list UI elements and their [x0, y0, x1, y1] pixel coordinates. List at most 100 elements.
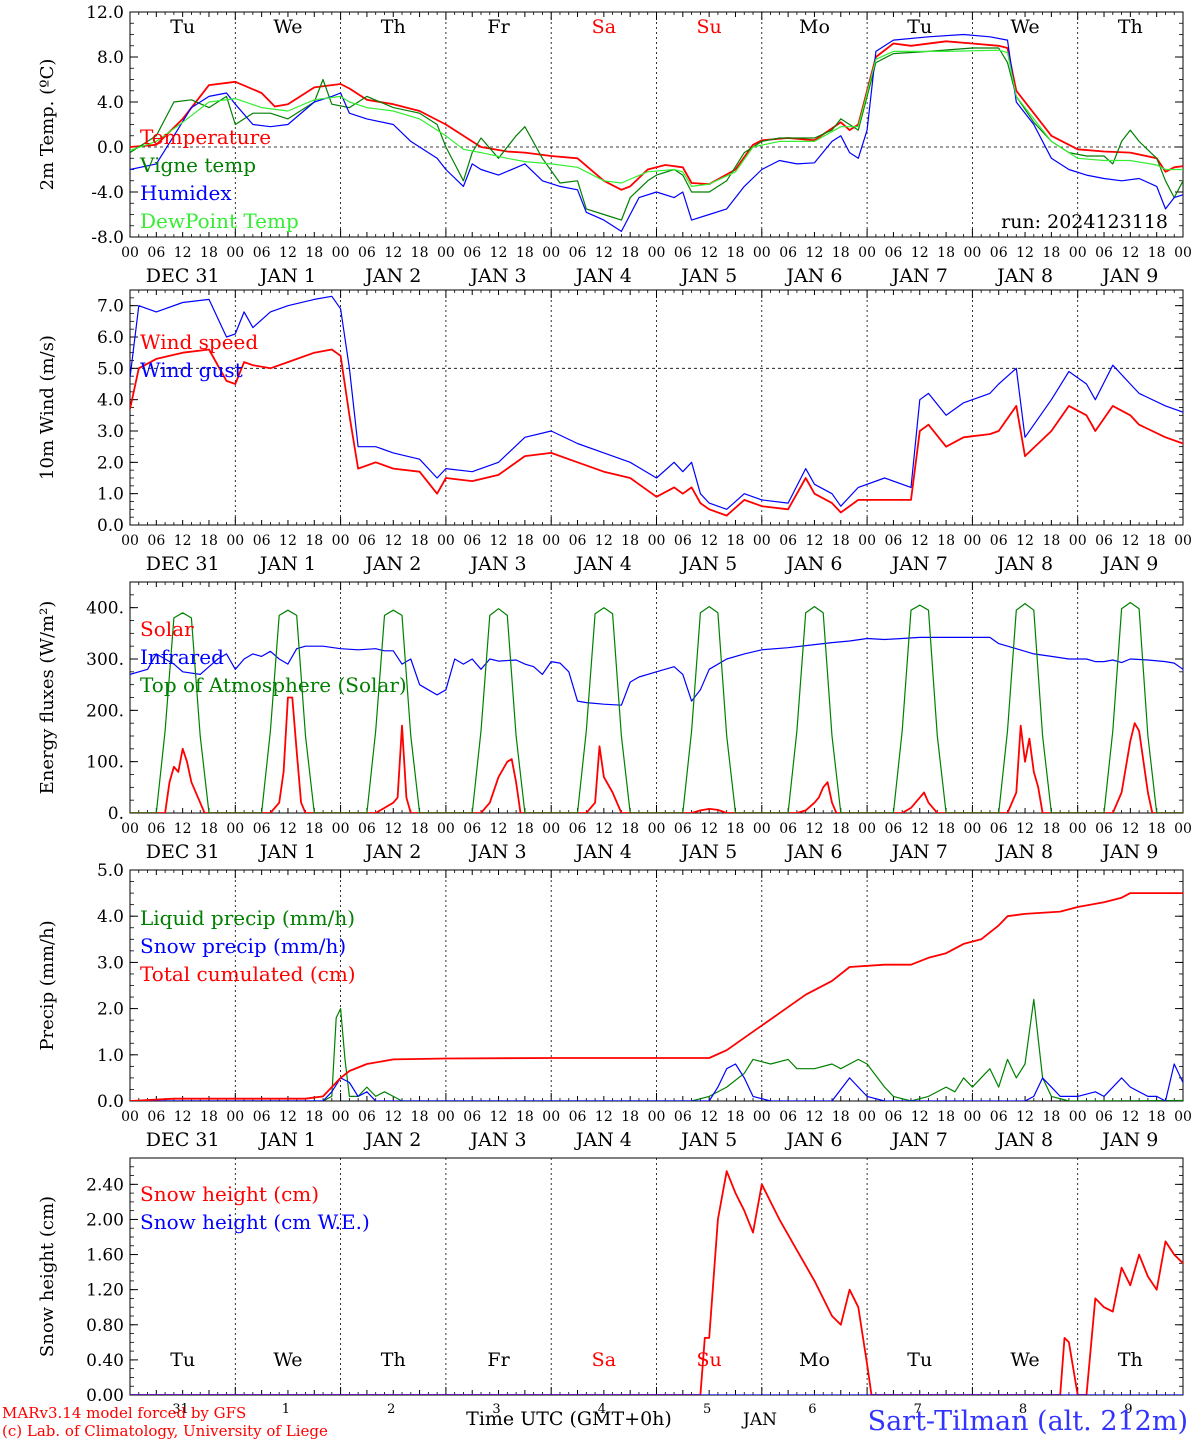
hour-label: 00: [858, 1109, 876, 1125]
day-name: We: [1010, 16, 1039, 38]
day-name: Su: [697, 16, 722, 38]
hour-label: 18: [727, 1109, 745, 1125]
series-line: [130, 636, 1183, 706]
date-label: JAN 5: [679, 265, 737, 287]
series-line: [130, 601, 1183, 813]
hour-label: 18: [305, 821, 323, 837]
snow-day-name: Su: [697, 1349, 722, 1371]
hour-label: 00: [121, 245, 139, 261]
y-tick-label: 300.: [86, 650, 124, 670]
y-tick-label: 6.0: [97, 328, 124, 348]
legend-entry: Total cumulated (cm): [140, 962, 356, 986]
snow-date-number: 1: [282, 1402, 290, 1417]
hour-label: 18: [1148, 1109, 1166, 1125]
hour-label: 00: [226, 245, 244, 261]
y-tick-label: 4.0: [97, 391, 124, 411]
y-tick-label: 5.0: [97, 359, 124, 379]
hour-label: 12: [700, 245, 718, 261]
hour-label: 00: [226, 1109, 244, 1125]
hour-label: 00: [1069, 1109, 1087, 1125]
legend-entry: Snow precip (mm/h): [140, 934, 346, 958]
hour-label: 12: [1016, 533, 1034, 549]
day-name: Sa: [592, 16, 616, 38]
hour-label: 18: [621, 821, 639, 837]
y-axis-label: 10m Wind (m/s): [37, 335, 58, 480]
hour-label: 18: [411, 533, 429, 549]
date-label: JAN 2: [363, 553, 421, 575]
hour-label: 06: [147, 821, 165, 837]
y-tick-label: -4.0: [91, 183, 124, 203]
snow-date-number: 31: [172, 1402, 189, 1417]
station-label: Sart-Tilman (alt. 212m): [868, 1406, 1188, 1437]
hour-label: 00: [648, 1109, 666, 1125]
hour-label: 12: [174, 533, 192, 549]
hour-label: 06: [569, 1109, 587, 1125]
date-label: JAN 8: [995, 553, 1053, 575]
day-name: Tu: [170, 16, 195, 38]
hour-label: 00: [121, 533, 139, 549]
hour-label: 18: [832, 1109, 850, 1125]
hour-label: 00: [858, 245, 876, 261]
date-label: JAN 3: [469, 841, 527, 863]
legend-entry: Wind gust: [140, 358, 243, 382]
hour-label: 12: [595, 821, 613, 837]
hour-label: 06: [463, 1109, 481, 1125]
hour-label: 12: [384, 1109, 402, 1125]
hour-label: 18: [727, 245, 745, 261]
wind-panel: 7.0 6.0 5.0 4.0 3.0 2.0 1.0 0.0 10m Wind (m/s) 00…: [37, 289, 1192, 575]
date-label: JAN 2: [363, 841, 421, 863]
series-line: [130, 47, 1183, 221]
legend-entry: Liquid precip (mm/h): [140, 906, 355, 930]
hour-label: 00: [858, 533, 876, 549]
hour-label: 06: [147, 1109, 165, 1125]
hour-label: 12: [595, 245, 613, 261]
hour-label: 00: [963, 245, 981, 261]
snow-day-name: We: [1010, 1349, 1039, 1371]
hour-label: 12: [595, 1109, 613, 1125]
hour-label: 12: [490, 821, 508, 837]
precip-series-group: [130, 892, 1183, 1101]
hour-label: 00: [1069, 821, 1087, 837]
hour-label: 06: [885, 1109, 903, 1125]
hour-label: 12: [174, 1109, 192, 1125]
legend-entry: Top of Atmosphere (Solar): [140, 673, 407, 697]
hour-label: 06: [885, 533, 903, 549]
legend-entry: Snow height (cm): [140, 1182, 319, 1206]
date-label: JAN 8: [995, 265, 1053, 287]
hour-label: 12: [806, 533, 824, 549]
hour-label: 06: [463, 245, 481, 261]
hour-label: 00: [332, 245, 350, 261]
y-tick-label: -8.0: [91, 228, 124, 248]
hour-label: 18: [516, 533, 534, 549]
hour-label: 12: [700, 533, 718, 549]
hour-label: 00: [1069, 245, 1087, 261]
series-line: [130, 696, 1183, 813]
series-line: [130, 1170, 1183, 1395]
date-label: JAN 6: [784, 1129, 842, 1151]
hour-label: 18: [937, 533, 955, 549]
energy-series-group: [130, 601, 1183, 813]
legend-entry: Infrared: [140, 645, 224, 669]
hour-label: 12: [384, 245, 402, 261]
hour-label: 18: [1042, 533, 1060, 549]
series-line: [130, 40, 1183, 191]
hour-label: 18: [200, 1109, 218, 1125]
legend-entry: Humidex: [140, 181, 232, 205]
hour-label: 00: [963, 1109, 981, 1125]
hour-label: 06: [674, 245, 692, 261]
date-label: JAN 4: [574, 265, 632, 287]
hour-label: 18: [832, 821, 850, 837]
hour-label: 18: [1042, 245, 1060, 261]
snow-day-name: Fr: [487, 1349, 510, 1371]
temperature-series-group: [130, 33, 1183, 232]
y-axis-label: Energy fluxes (W/m²): [37, 601, 58, 795]
snow-date-number: 6: [808, 1402, 816, 1417]
date-label: DEC 31: [146, 553, 220, 575]
hour-label: 06: [1095, 533, 1113, 549]
hour-label: 12: [384, 533, 402, 549]
y-tick-label: 1.0: [97, 1046, 124, 1066]
y-tick-label: 3.0: [97, 422, 124, 442]
date-label: JAN 8: [995, 841, 1053, 863]
hour-label: 06: [990, 1109, 1008, 1125]
